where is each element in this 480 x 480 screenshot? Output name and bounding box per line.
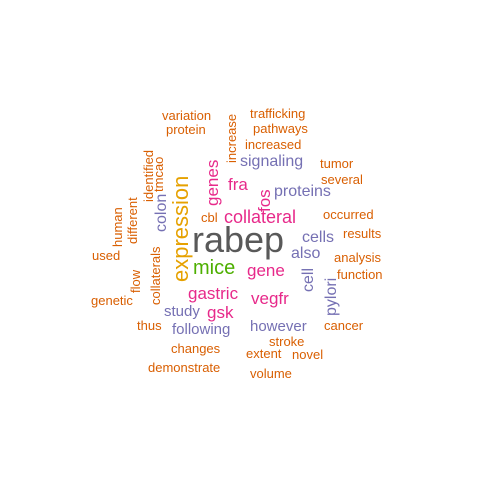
word-flow: flow [128, 269, 143, 293]
word-gsk: gsk [207, 303, 234, 322]
word-following: following [172, 321, 230, 338]
word-human: human [110, 207, 125, 247]
word-analysis: analysis [334, 250, 381, 265]
word-genetic: genetic [91, 293, 133, 308]
word-collateral: collateral [224, 207, 296, 227]
word-vegfr: vegfr [251, 289, 289, 308]
word-mice: mice [193, 257, 235, 279]
word-protein: protein [166, 122, 206, 137]
word-demonstrate: demonstrate [148, 360, 220, 375]
word-signaling: signaling [240, 153, 303, 170]
word-collaterals: collaterals [148, 246, 163, 305]
word-gene: gene [247, 261, 285, 280]
word-results: results [343, 226, 382, 241]
word-rabep: rabep [192, 219, 284, 260]
word-expression: expression [168, 176, 193, 282]
word-identified: identified [141, 150, 156, 202]
word-used: used [92, 248, 120, 263]
word-cells: cells [302, 229, 334, 246]
word-colon: colon [153, 194, 170, 232]
word-however: however [250, 318, 307, 335]
word-proteins: proteins [274, 183, 331, 200]
word-genes: genes [203, 160, 222, 206]
word-trafficking: trafficking [250, 106, 305, 121]
word-study: study [164, 303, 200, 320]
word-thus: thus [137, 318, 162, 333]
word-occurred: occurred [323, 207, 374, 222]
word-changes: changes [171, 341, 221, 356]
word-pathways: pathways [253, 121, 308, 136]
word-function: function [337, 267, 383, 282]
word-also: also [291, 245, 320, 262]
word-cell: cell [300, 268, 317, 292]
word-fos: fos [255, 189, 274, 212]
word-pylori: pylori [323, 278, 340, 316]
word-tmcao: tmcao [151, 157, 166, 192]
word-several: several [321, 172, 363, 187]
word-different: different [125, 197, 140, 244]
word-increased: increased [245, 137, 301, 152]
word-novel: novel [292, 347, 323, 362]
word-cancer: cancer [324, 318, 364, 333]
word-fra: fra [228, 175, 248, 194]
word-volume: volume [250, 366, 292, 381]
word-tumor: tumor [320, 156, 354, 171]
word-cbl: cbl [201, 210, 218, 225]
word-extent: extent [246, 346, 282, 361]
word-increase: increase [224, 114, 239, 163]
word-stroke: stroke [269, 334, 304, 349]
word-variation: variation [162, 108, 211, 123]
word-gastric: gastric [188, 284, 239, 303]
